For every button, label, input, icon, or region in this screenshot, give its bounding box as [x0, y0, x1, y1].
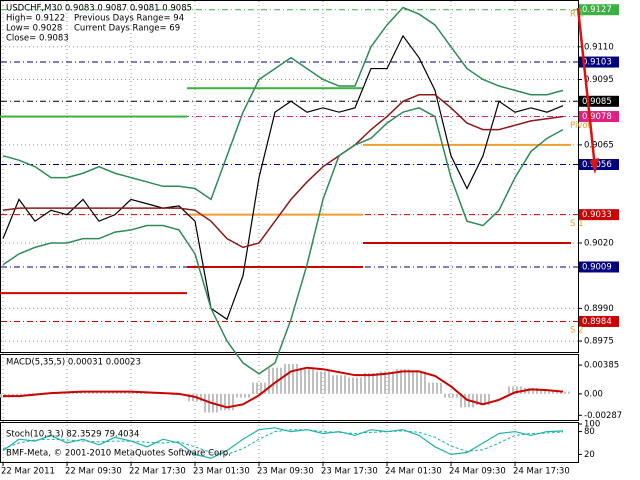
price-label: 0.8984: [582, 317, 612, 327]
indicator-line: [2, 93, 564, 249]
header-text: Current Days Range= 69: [74, 24, 180, 34]
y-tick-label: 80: [584, 427, 595, 437]
price-box: [579, 159, 619, 171]
price-label: 0.9009: [582, 262, 612, 272]
y-tick-label: 100: [584, 420, 600, 430]
price-box: [579, 261, 619, 273]
level-annotation: S 1: [570, 219, 584, 229]
stoch-title: Stoch(10,3,3) 82.3529 79.4034: [6, 430, 139, 440]
header-text: High= 0.9122: [6, 14, 65, 24]
x-tick-label: 23 Mar 09:30: [257, 467, 314, 477]
x-tick-label: 23 Mar 17:30: [321, 467, 378, 477]
level-annotation: R 1: [570, 10, 584, 20]
price-label: 0.9103: [582, 58, 612, 68]
header-text: Previous Days Range= 94: [74, 14, 184, 24]
macd-title: MACD(5,35,5) 0.00031 0.00023: [6, 358, 141, 368]
x-tick-label: 24 Mar 01:30: [385, 467, 442, 477]
macd-signal: [3, 366, 564, 409]
price-label: 0.9085: [582, 97, 612, 107]
x-tick-label: 22 Mar 17:30: [129, 467, 186, 477]
price-box: [579, 95, 619, 107]
y-tick-label: 0.00: [584, 389, 603, 399]
y-tick-label: 0.8990: [584, 304, 614, 314]
copyright: BMF-Meta, © 2001-2010 MetaQuotes Softwar…: [6, 449, 231, 459]
y-tick-label: 20: [584, 450, 595, 460]
plot-layer: 22 Mar 2011 22 Mar 09:30 22 Mar 17:30 23 Ma…: [0, 1, 622, 477]
level-annotation: Pivot: [570, 121, 592, 131]
macd-panel: [0, 354, 579, 421]
y-tick-label: 0.9110: [584, 42, 614, 52]
price-label: 0.9078: [582, 112, 612, 122]
stoch-panel: [0, 422, 579, 463]
price-box: [579, 209, 619, 221]
level-annotation: S 2: [570, 326, 584, 336]
forecast-arrowhead: [590, 158, 599, 174]
price-label: 0.9127: [582, 5, 612, 15]
header-text: Low= 0.9028: [6, 24, 62, 34]
x-tick-label: 23 Mar 01:30: [193, 467, 250, 477]
stoch-main: [2, 427, 564, 459]
y-tick-label: 0.00385: [584, 361, 619, 371]
price-line: [2, 34, 564, 321]
main-panel: [0, 0, 579, 353]
price-label: 0.9033: [582, 210, 612, 220]
x-tick-label: 24 Mar 17:30: [513, 467, 570, 477]
indicator-line: [2, 107, 564, 375]
x-tick-label: 22 Mar 2011: [1, 467, 55, 477]
header-text: USDCHF,M30 0.9083 0.9087 0.9081 0.9085: [6, 4, 192, 14]
y-tick-label: -0.00287: [584, 411, 622, 421]
price-box: [579, 56, 619, 68]
x-tick-label: 22 Mar 09:30: [65, 467, 122, 477]
y-tick-label: 0.8975: [584, 337, 614, 347]
header-text: Close= 0.9083: [6, 34, 69, 44]
y-tick-label: 0.9020: [584, 238, 614, 248]
forecast-arrow: [576, 7, 597, 169]
x-tick-label: 24 Mar 09:30: [449, 467, 506, 477]
price-box: [579, 315, 619, 327]
price-box: [579, 111, 619, 123]
price-box: [579, 4, 619, 16]
y-tick-label: 0.9065: [584, 140, 614, 150]
y-tick-label: 0.9095: [584, 75, 614, 85]
indicator-line: [2, 6, 564, 201]
